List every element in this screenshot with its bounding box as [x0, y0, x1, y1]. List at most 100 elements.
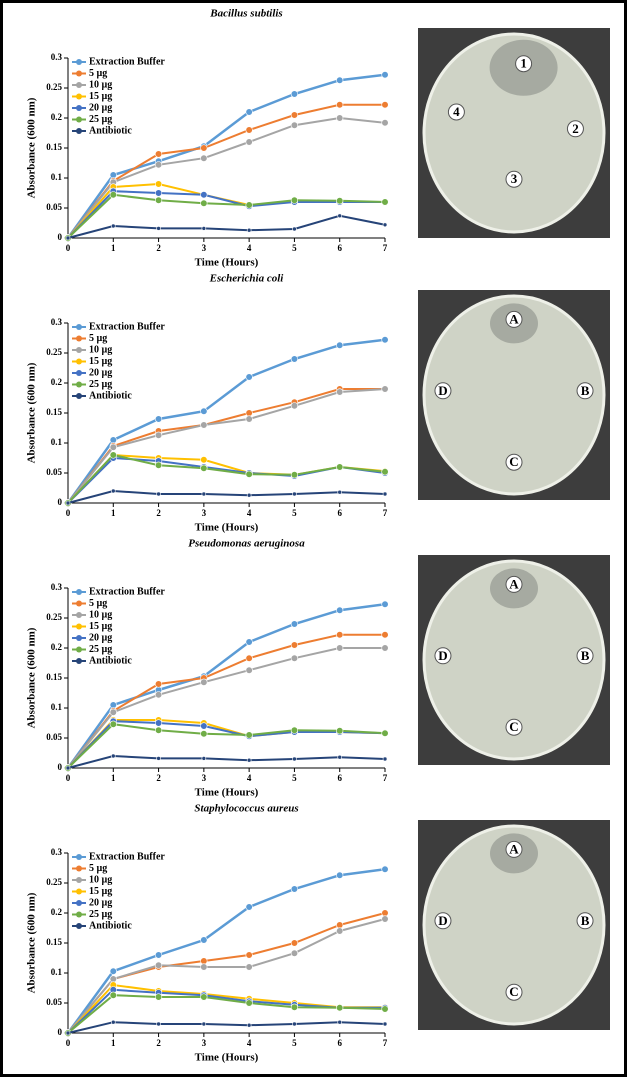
disc	[566, 120, 584, 138]
x-tick-label: 3	[202, 508, 207, 518]
series-line	[67, 754, 386, 769]
data-point	[245, 108, 253, 116]
x-tick-label: 4	[247, 773, 252, 783]
legend-label: 10 µg	[89, 344, 112, 355]
x-tick-label: 6	[337, 508, 342, 518]
legend-label: Extraction Buffer	[89, 586, 165, 597]
petri-dish	[422, 294, 606, 496]
data-point	[109, 451, 117, 459]
data-point	[381, 119, 389, 127]
x-tick-label: 6	[337, 243, 342, 253]
x-tick-label: 2	[156, 243, 161, 253]
series-line	[67, 214, 386, 239]
data-point	[246, 492, 252, 498]
data-point	[382, 491, 388, 497]
data-point	[200, 199, 208, 207]
disc	[505, 310, 523, 328]
data-point	[109, 991, 117, 999]
chart-title: Pseudomonas aeruginosa	[188, 538, 305, 550]
legend-label: 10 µg	[89, 609, 112, 620]
y-tick-label: 0.15	[46, 407, 62, 417]
y-tick-label: 0.2	[51, 642, 63, 652]
data-point	[382, 1021, 388, 1027]
data-point	[245, 373, 253, 381]
plate-label: B	[581, 383, 590, 398]
data-point	[336, 631, 344, 639]
data-point	[336, 606, 344, 614]
y-tick-label: 0	[58, 232, 63, 242]
y-tick-label: 0.1	[51, 437, 63, 447]
legend-marker	[76, 900, 82, 906]
data-point	[200, 963, 208, 971]
disc	[505, 840, 523, 858]
legend-marker	[76, 324, 82, 330]
data-point	[336, 76, 344, 84]
y-tick-label: 0.25	[46, 347, 62, 357]
x-axis-label: Time (Hours)	[195, 787, 259, 799]
x-tick-label: 0	[66, 243, 71, 253]
plate-label: C	[509, 984, 518, 999]
disc	[447, 103, 465, 121]
data-point	[290, 90, 299, 98]
data-point	[201, 226, 207, 231]
data-point	[200, 993, 208, 1001]
legend-marker	[76, 658, 82, 664]
plate-label: B	[581, 648, 590, 663]
data-point	[110, 1019, 116, 1025]
y-tick-label: 0	[58, 1027, 63, 1037]
y-tick-label: 0.25	[46, 82, 62, 92]
data-point	[381, 71, 389, 79]
data-point	[154, 680, 163, 688]
x-tick-label: 5	[292, 773, 297, 783]
series-line	[66, 867, 386, 1034]
petri-dish	[422, 824, 606, 1026]
data-point	[200, 678, 208, 686]
data-point	[336, 101, 344, 109]
data-point	[201, 1021, 207, 1027]
data-point	[336, 114, 344, 122]
plate-label: B	[581, 913, 590, 928]
data-point	[110, 488, 116, 494]
x-tick-label: 7	[383, 1038, 388, 1048]
data-point	[290, 654, 299, 662]
series-line	[67, 453, 386, 504]
data-point	[381, 1005, 389, 1013]
x-axis-label: Time (Hours)	[195, 1052, 259, 1064]
data-point	[292, 756, 297, 762]
y-tick-label: 0.3	[51, 582, 63, 592]
data-point	[381, 101, 389, 109]
data-point	[245, 654, 253, 662]
legend-label: Antibiotic	[89, 920, 132, 931]
data-point	[245, 470, 253, 478]
series-line	[66, 338, 386, 504]
x-tick-label: 7	[383, 773, 388, 783]
data-point	[381, 385, 389, 393]
data-point	[290, 121, 299, 129]
x-tick-label: 3	[202, 1038, 207, 1048]
data-point	[109, 436, 117, 444]
data-point	[290, 620, 299, 628]
plate-label: 4	[453, 104, 460, 119]
data-point	[200, 407, 208, 415]
data-point	[154, 189, 163, 197]
data-point	[290, 641, 299, 649]
series-line	[67, 388, 385, 504]
chart-title: Escherichia coli	[209, 273, 285, 285]
x-tick-label: 2	[156, 1038, 161, 1048]
x-tick-label: 1	[111, 1038, 116, 1048]
data-point	[246, 1022, 252, 1028]
data-point	[245, 999, 253, 1007]
chart-title: Bacillus subtilis	[209, 8, 282, 20]
legend-label: 15 µg	[89, 91, 112, 102]
series-line	[67, 633, 385, 769]
plate-label: 1	[520, 56, 527, 71]
x-tick-label: 2	[156, 508, 161, 518]
chart-title: Staphylococcus aureus	[194, 803, 298, 815]
data-point	[109, 191, 117, 199]
legend-label: 25 µg	[89, 644, 112, 655]
legend-marker	[76, 335, 82, 342]
x-tick-label: 7	[383, 508, 388, 518]
data-point	[200, 144, 208, 152]
data-point	[200, 154, 208, 162]
x-tick-label: 5	[292, 1038, 297, 1048]
